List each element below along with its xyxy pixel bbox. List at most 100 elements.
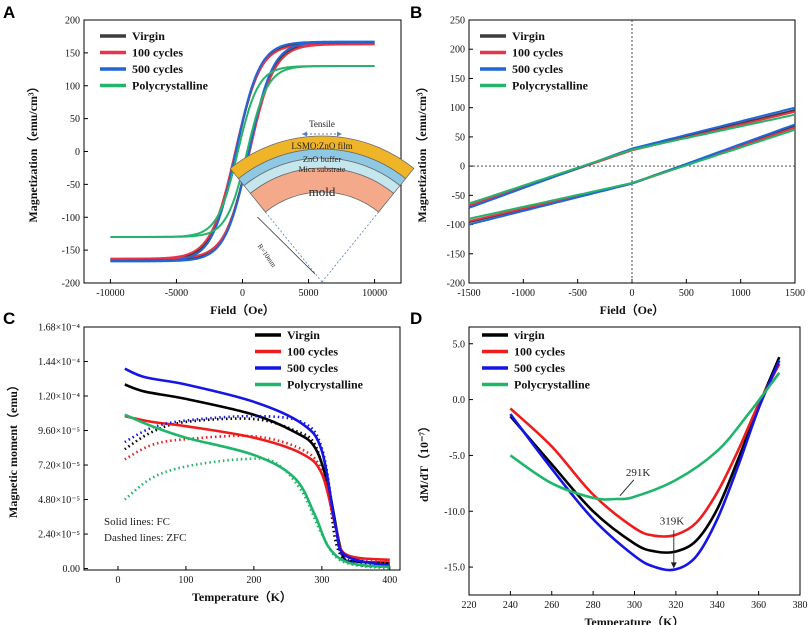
x-tick-label: 0 (240, 288, 245, 299)
y-tick-label: 0 (75, 147, 80, 158)
x-tick-label: 0 (115, 575, 120, 586)
inset-tensile-label: Tensile (309, 119, 335, 129)
panel-letter-a: A (3, 3, 15, 22)
x-tick-label: 5000 (299, 288, 319, 299)
legend-entry: 100 cycles (514, 345, 565, 359)
panel-letter-c: C (3, 309, 15, 328)
panel-a-hysteresis: -10000 -5000 0 5000 10000 -200 -150 -100 -50 0 50 1… (25, 16, 415, 317)
x-tick-label: -1500 (457, 288, 480, 299)
inset-dimension-line (257, 216, 316, 275)
series-line-down (110, 40, 375, 263)
x-tick-label: 300 (314, 575, 329, 586)
y-axis-label: Magnetization（emu/cm³） (414, 80, 429, 222)
x-tick-label: 320 (668, 600, 683, 611)
series-fc-line (124, 367, 391, 567)
series-zfc-line (123, 457, 390, 570)
y-tick-label: 0.00 (63, 564, 81, 575)
series-line (509, 359, 781, 572)
y-tick-label: 5.0 (453, 339, 466, 350)
legend-entry: Virgin (287, 328, 320, 342)
annotation-291k-arrow (619, 479, 635, 497)
x-tick-label: 400 (382, 575, 397, 586)
panel-letter-b: B (410, 3, 422, 22)
annotation-fc: Solid lines: FC (104, 516, 170, 528)
panel-letter-d: D (410, 309, 422, 328)
x-axis-label: Temperature（K） (192, 589, 292, 604)
y-tick-label: 4.80×10⁻⁵ (38, 495, 80, 506)
y-tick-label: -50 (452, 191, 465, 202)
y-tick-label: -150 (447, 249, 465, 260)
x-tick-label: -10000 (96, 288, 124, 299)
y-tick-label: -200 (447, 279, 465, 290)
inset-radius-label: R=10mm (256, 243, 278, 270)
y-tick-label: 100 (65, 81, 80, 92)
panel-d-dmdt: 220 240 260 280 300 320 340 360 380 -15.0 -10.0 -5.… (416, 326, 808, 625)
legend-entry: 500 cycles (512, 62, 563, 76)
legend-entry: 100 cycles (287, 345, 338, 359)
x-tick-label: 360 (751, 600, 766, 611)
x-tick-label: 240 (503, 600, 518, 611)
x-tick-label: -5000 (165, 288, 188, 299)
legend-entry: Virgin (132, 29, 165, 43)
y-tick-label: 0.0 (453, 395, 466, 406)
inset-radius-line (265, 211, 323, 283)
y-tick-label: -150 (62, 246, 80, 257)
y-tick-label: 50 (455, 132, 465, 143)
y-tick-label: -100 (447, 220, 465, 231)
series-zfc-line (124, 417, 391, 569)
y-tick-label: 7.20×10⁻⁵ (38, 461, 80, 472)
series-line (509, 372, 781, 501)
y-tick-label: 1.68×10⁻⁴ (38, 323, 80, 334)
y-tick-label: -15.0 (444, 563, 465, 574)
x-tick-label: 380 (793, 600, 808, 611)
y-tick-label: 1.44×10⁻⁴ (38, 357, 80, 368)
x-axis-label: Temperature（K） (585, 614, 685, 625)
inset-film-label: LSMO:ZnO film (291, 141, 352, 151)
x-tick-label: -1000 (512, 288, 535, 299)
legend-entry: 500 cycles (287, 361, 338, 375)
legend-entry: 100 cycles (132, 46, 183, 60)
series-line-down (110, 65, 375, 238)
x-tick-label: -500 (568, 288, 586, 299)
legend-entry: 500 cycles (514, 361, 565, 375)
x-tick-label: 100 (178, 575, 193, 586)
x-tick-label: 340 (710, 600, 725, 611)
series-line-lower (468, 128, 796, 220)
annotation-291k: 291K (626, 467, 651, 479)
x-tick-label: 1500 (785, 288, 805, 299)
x-tick-label: 300 (627, 600, 642, 611)
y-tick-label: 150 (450, 74, 465, 85)
x-axis-label: Field（Oe） (210, 302, 275, 317)
annotation-zfc: Dashed lines: ZFC (104, 532, 187, 544)
x-tick-label: 10000 (362, 288, 387, 299)
panel-c-fc-zfc: 0 100 200 300 400 0.00 2.40×10⁻⁵ 4.80×10⁻⁵ 7.20×… (5, 323, 401, 604)
x-axis-label: Field（Oe） (600, 302, 665, 317)
series-line (509, 363, 781, 538)
y-tick-label: -100 (62, 213, 80, 224)
y-tick-label: 200 (450, 45, 465, 56)
y-tick-label: 2.40×10⁻⁵ (38, 530, 80, 541)
inset-mold-label: mold (309, 184, 336, 199)
legend-entry: 100 cycles (512, 46, 563, 60)
y-tick-label: 0 (460, 162, 465, 173)
x-tick-label: 1000 (731, 288, 751, 299)
legend-entry: Polycrystalline (512, 79, 589, 93)
y-tick-label: -5.0 (449, 451, 465, 462)
annotation-319k-arrowhead (670, 562, 677, 569)
legend-entry: virgin (514, 328, 545, 342)
x-tick-label: 220 (462, 600, 477, 611)
y-axis-label: Magnetic moment（emu） (5, 379, 20, 518)
x-tick-label: 280 (586, 600, 601, 611)
y-tick-label: 200 (65, 16, 80, 27)
x-tick-label: 200 (246, 575, 261, 586)
annotation-319k: 319K (660, 515, 685, 527)
x-tick-label: 260 (544, 600, 559, 611)
series-line (509, 356, 781, 554)
y-tick-label: 150 (65, 48, 80, 59)
x-tick-label: 0 (630, 288, 635, 299)
series-line-upper (468, 113, 796, 205)
y-tick-label: 100 (450, 103, 465, 114)
y-tick-label: 50 (70, 114, 80, 125)
y-axis-label: dM/dT（10⁻⁷） (416, 420, 431, 502)
